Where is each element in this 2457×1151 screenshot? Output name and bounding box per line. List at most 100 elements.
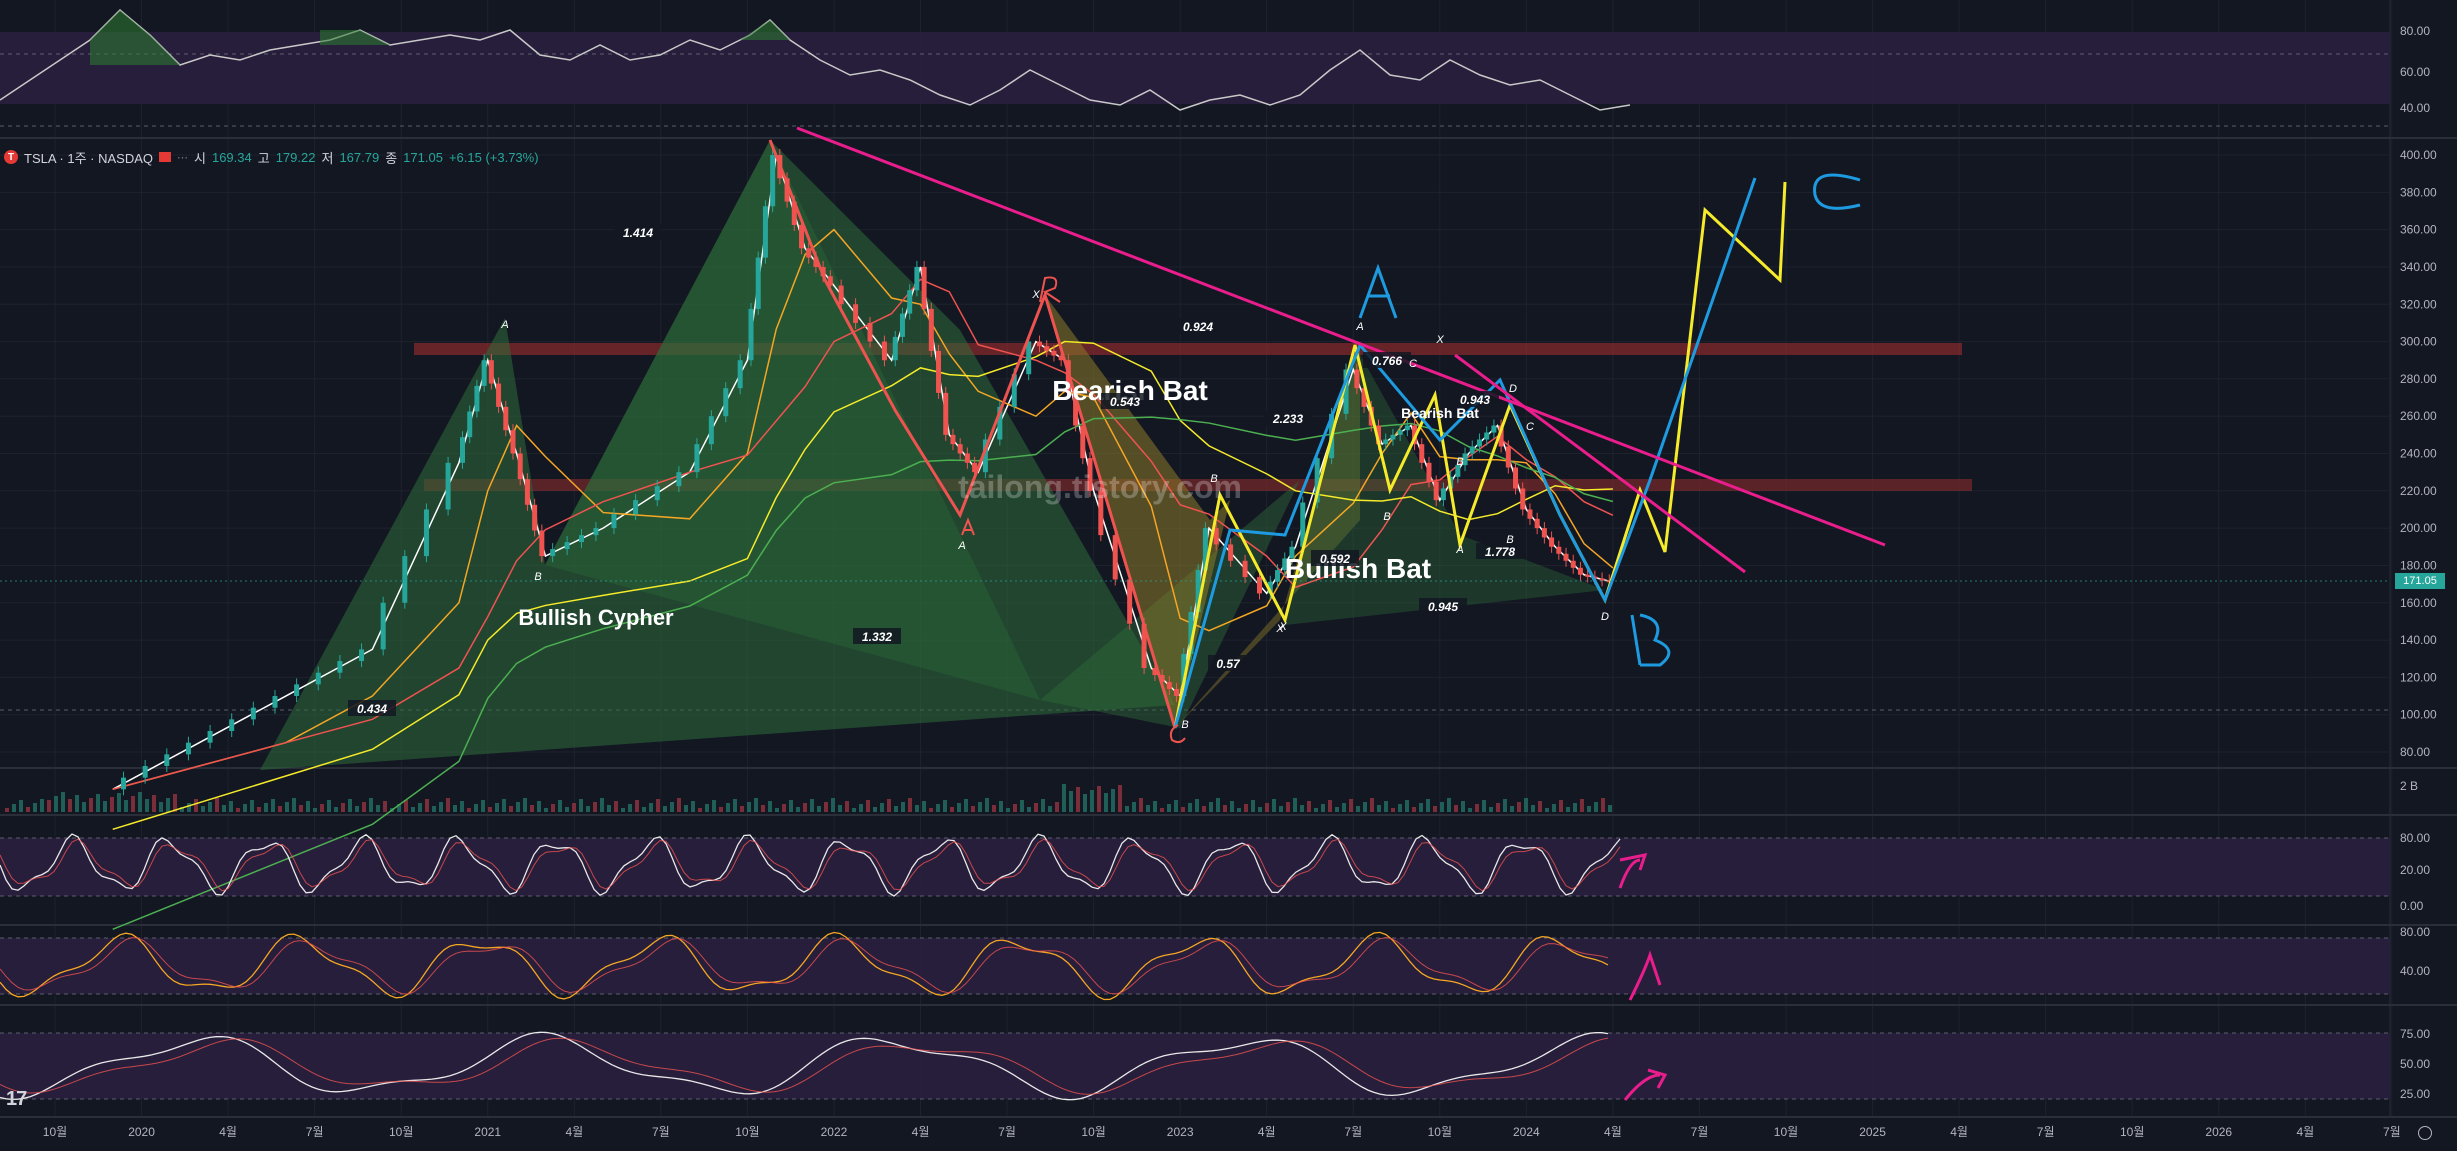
candle-body	[806, 248, 812, 258]
y-tick-label: 220.00	[2400, 484, 2437, 498]
volume-bar	[635, 800, 639, 812]
x-tick-label: 2025	[1859, 1125, 1886, 1139]
volume-bar	[579, 799, 583, 812]
ratio-label: 0.924	[1183, 320, 1213, 334]
ratio-box	[1101, 393, 1149, 409]
volume-bar	[1153, 801, 1157, 812]
symbol-title[interactable]: TSLA · 1주 · NASDAQ	[24, 150, 153, 166]
candle-body	[982, 439, 988, 473]
x-tick-label: 10월	[43, 1125, 67, 1139]
volume-bar	[299, 805, 303, 812]
volume-bar	[1580, 799, 1584, 812]
symbol-header[interactable]: T TSLA · 1주 · NASDAQ ⋯ 시 169.34 고 179.22 저…	[4, 146, 539, 168]
x-tick-label: 7월	[2383, 1125, 2401, 1139]
volume-bar	[1608, 805, 1612, 812]
volume-bar	[908, 798, 912, 812]
low-value: 167.79	[339, 149, 380, 165]
volume-bar	[1118, 785, 1122, 812]
volume-bar	[1146, 805, 1150, 812]
volume-bar	[824, 802, 828, 812]
ratio-box	[1311, 550, 1359, 566]
candle-body	[1541, 528, 1547, 538]
volume-bar	[271, 799, 275, 812]
volume-bar	[1132, 802, 1136, 812]
candle-body	[964, 453, 970, 463]
ratio-box	[1264, 410, 1312, 426]
volume-bar	[26, 807, 30, 812]
volume-bar	[698, 808, 702, 812]
volume-bar	[1139, 798, 1143, 812]
candle-body	[1484, 432, 1490, 440]
volume-bar	[432, 806, 436, 812]
ratio-box	[853, 628, 901, 644]
candle-body	[564, 542, 570, 550]
x-tick-label: 4월	[1950, 1125, 1968, 1139]
candle-body	[762, 206, 768, 258]
tradingview-logo-icon[interactable]: 17	[6, 1088, 27, 1110]
oscillator-tick-label: 75.00	[2400, 1027, 2430, 1041]
volume-axis-label: 2 B	[2400, 779, 2418, 793]
volume-bar	[1531, 805, 1535, 812]
point-label: X	[1435, 334, 1444, 346]
candle-body	[1098, 490, 1104, 536]
volume-bar	[971, 806, 975, 812]
volume-bar	[964, 799, 968, 812]
x-tick-label: 4월	[1258, 1125, 1276, 1139]
point-label: A	[957, 540, 965, 552]
x-tick-label: 10월	[1428, 1125, 1452, 1139]
x-tick-label: 7월	[1691, 1125, 1709, 1139]
flag-icon[interactable]	[159, 152, 171, 162]
y-tick-label: 360.00	[2400, 223, 2437, 237]
ratio-box	[1419, 598, 1467, 614]
y-tick-label: 280.00	[2400, 372, 2437, 386]
volume-bar	[313, 808, 317, 812]
volume-bar	[1538, 801, 1542, 812]
volume-bar	[565, 807, 569, 812]
open-value: 169.34	[211, 149, 252, 165]
ratio-box	[1451, 391, 1499, 407]
candle-body	[748, 308, 754, 361]
candle-body	[380, 602, 386, 650]
candle-body	[1354, 369, 1360, 389]
candle-body	[1044, 346, 1050, 351]
ratio-label: 0.766	[1372, 354, 1402, 368]
candle-body	[1112, 535, 1118, 580]
x-tick-label: 4월	[565, 1125, 583, 1139]
volume-bar	[40, 799, 44, 812]
y-tick-label: 80.00	[2400, 745, 2430, 759]
volume-bar	[446, 798, 450, 812]
more-icon[interactable]: ⋯	[177, 151, 188, 164]
candle-body	[510, 430, 516, 454]
handwritten-A	[1358, 263, 1398, 319]
volume-bar	[1251, 800, 1255, 812]
candle-body	[907, 290, 913, 314]
volume-bar	[810, 799, 814, 812]
volume-bar	[838, 805, 842, 812]
candle-body	[1361, 388, 1367, 407]
volume-bar	[1587, 806, 1591, 812]
volume-bar	[831, 798, 835, 812]
settings-gear-icon[interactable]	[2418, 1126, 2432, 1140]
volume-bar	[222, 805, 226, 812]
volume-bar	[985, 798, 989, 812]
ratio-label: 1.414	[623, 226, 653, 240]
candle-body	[791, 201, 797, 225]
volume-bar	[264, 803, 268, 812]
volume-bar	[61, 792, 65, 812]
y-tick-label: 400.00	[2400, 148, 2437, 162]
volume-bar	[1265, 803, 1269, 812]
volume-bar	[285, 802, 289, 812]
x-tick-label: 10월	[389, 1125, 413, 1139]
candle-body	[1314, 458, 1320, 503]
candle-body	[1606, 580, 1612, 583]
point-label: D	[1601, 611, 1609, 623]
ratio-label: 0.543	[1110, 395, 1140, 409]
candle-body	[1505, 446, 1511, 468]
candle-body	[467, 411, 473, 438]
candle-body	[1556, 546, 1562, 554]
candle-body	[1585, 574, 1591, 577]
volume-bar	[922, 801, 926, 812]
volume-bar	[1510, 806, 1514, 812]
